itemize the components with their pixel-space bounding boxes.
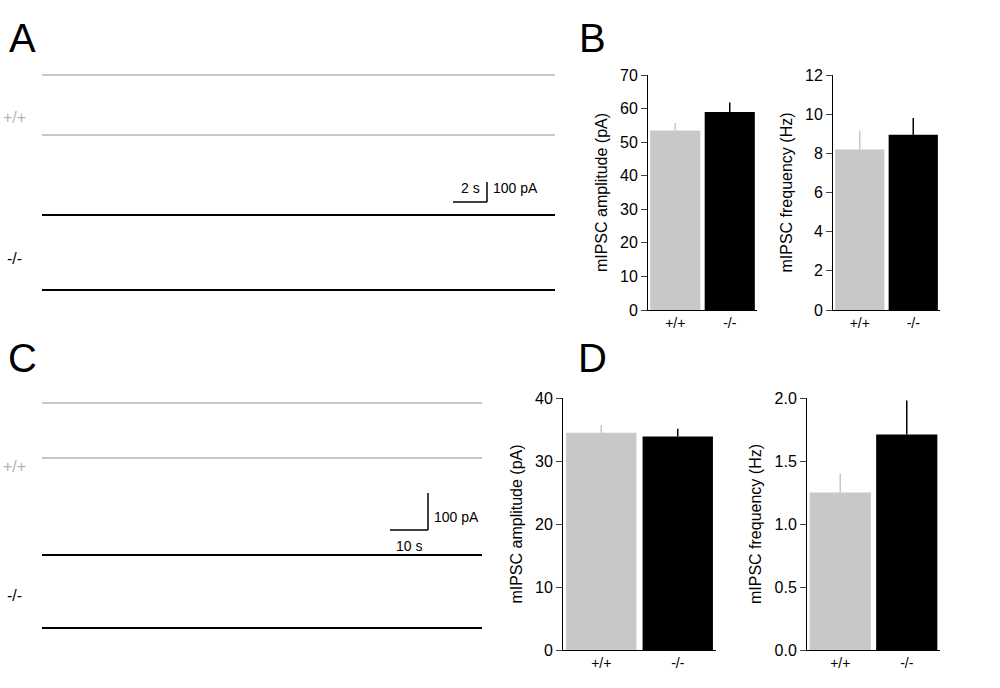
svg-text:1.5: 1.5 (775, 453, 797, 470)
svg-text:100 pA: 100 pA (434, 509, 479, 525)
svg-text:+/+: +/+ (591, 655, 611, 671)
svg-text:0: 0 (814, 302, 823, 319)
svg-text:A: A (9, 16, 36, 60)
svg-text:C: C (8, 336, 37, 380)
svg-text:50: 50 (620, 134, 638, 151)
svg-text:-/-: -/- (671, 655, 685, 671)
svg-text:2: 2 (814, 262, 823, 279)
svg-text:40: 40 (620, 167, 638, 184)
svg-text:10: 10 (805, 106, 823, 123)
svg-text:20: 20 (535, 516, 553, 533)
svg-text:0.5: 0.5 (775, 579, 797, 596)
svg-text:10: 10 (535, 579, 553, 596)
svg-text:100 pA: 100 pA (493, 180, 538, 196)
svg-text:mIPSC amplitude (pA): mIPSC amplitude (pA) (508, 444, 525, 603)
svg-text:+/+: +/+ (665, 315, 685, 331)
svg-text:+/+: +/+ (850, 315, 870, 331)
svg-text:2 s: 2 s (461, 180, 480, 196)
svg-text:30: 30 (535, 453, 553, 470)
svg-text:2.0: 2.0 (775, 390, 797, 407)
svg-text:0: 0 (544, 642, 553, 659)
svg-text:12: 12 (805, 67, 823, 84)
svg-text:mIPSC frequency (Hz): mIPSC frequency (Hz) (778, 112, 795, 272)
svg-text:10 s: 10 s (396, 538, 422, 554)
svg-text:+/+: +/+ (3, 458, 26, 475)
svg-text:8: 8 (814, 145, 823, 162)
svg-text:+/+: +/+ (830, 655, 850, 671)
svg-text:1.0: 1.0 (775, 516, 797, 533)
svg-text:B: B (579, 16, 606, 60)
svg-text:-/-: -/- (723, 315, 737, 331)
svg-text:mIPSC frequency (Hz): mIPSC frequency (Hz) (747, 444, 764, 604)
svg-text:mIPSC amplitude (pA): mIPSC amplitude (pA) (593, 113, 610, 272)
svg-text:10: 10 (620, 268, 638, 285)
svg-text:-/-: -/- (900, 655, 914, 671)
svg-text:-/-: -/- (7, 250, 22, 267)
svg-text:-/-: -/- (907, 315, 921, 331)
svg-text:D: D (578, 336, 607, 380)
svg-text:60: 60 (620, 100, 638, 117)
svg-text:40: 40 (535, 390, 553, 407)
svg-text:0: 0 (629, 302, 638, 319)
svg-text:6: 6 (814, 184, 823, 201)
svg-text:-/-: -/- (7, 587, 22, 604)
svg-text:30: 30 (620, 201, 638, 218)
svg-text:70: 70 (620, 67, 638, 84)
svg-text:4: 4 (814, 223, 823, 240)
svg-text:20: 20 (620, 234, 638, 251)
svg-text:0.0: 0.0 (775, 642, 797, 659)
svg-text:+/+: +/+ (3, 109, 26, 126)
